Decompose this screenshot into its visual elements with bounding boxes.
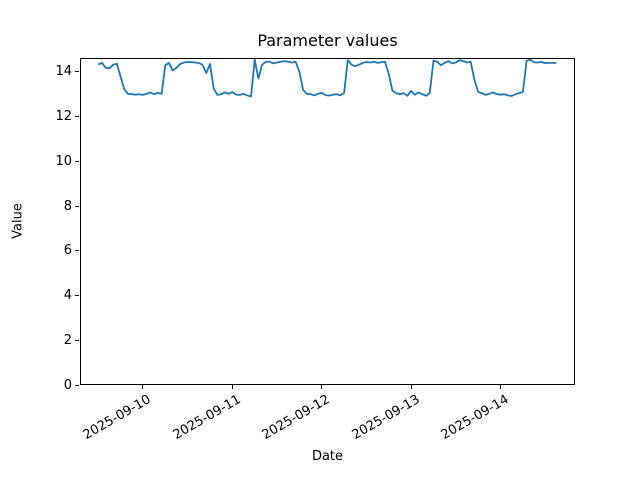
y-tick-label: 10 [55,153,72,169]
y-tick-mark [75,384,79,386]
y-tick-mark [75,71,79,73]
x-tick-label: 2025-09-12 [259,392,333,443]
y-tick-mark [75,160,79,162]
y-tick-label: 8 [63,198,72,214]
y-tick-label: 4 [63,288,72,304]
x-tick-mark [500,385,501,389]
x-tick-mark [410,385,412,389]
y-tick-label: 12 [55,109,72,125]
x-tick-mark [142,385,144,389]
chart-title: Parameter values [257,31,398,50]
x-tick-label: 2025-09-13 [349,392,423,443]
plot-area [80,58,575,385]
x-axis-label: Date [311,449,344,464]
x-tick-label: 2025-09-14 [438,392,512,443]
line-series [97,59,557,98]
y-tick-mark [75,339,79,341]
x-tick-label: 2025-09-11 [170,392,244,443]
y-tick-mark [75,205,79,207]
x-tick-mark [321,385,323,389]
y-tick-mark [75,116,79,118]
y-tick-mark [75,295,79,297]
x-tick-label: 2025-09-10 [80,392,154,443]
y-tick-label: 14 [55,64,72,80]
y-tick-label: 2 [63,332,72,348]
x-tick-mark [231,385,233,389]
y-tick-mark [75,250,79,252]
y-tick-label: 6 [63,243,72,259]
parameter-line [97,59,557,98]
y-tick-label: 0 [63,377,72,393]
